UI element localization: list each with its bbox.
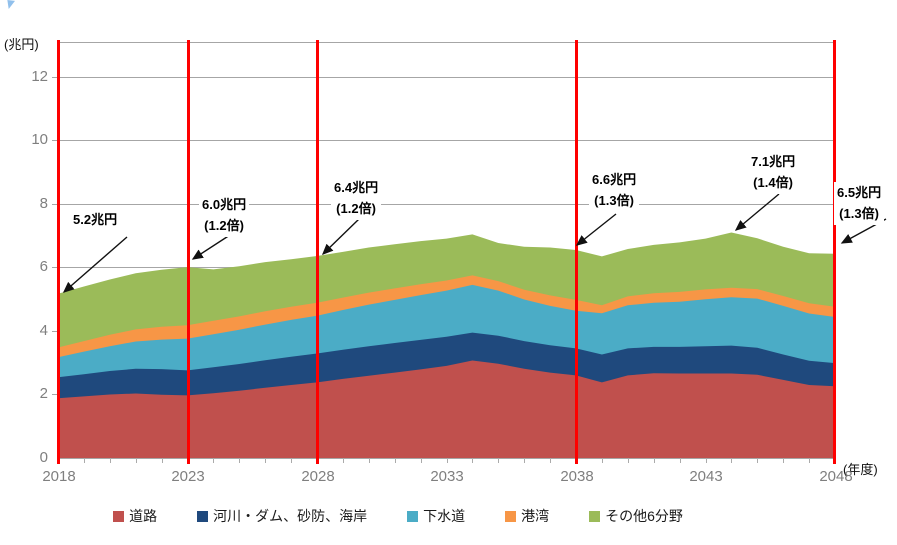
x-minor-tick xyxy=(213,458,215,463)
highlight-line-2023 xyxy=(187,40,190,464)
annotation-2018: 5.2兆円 xyxy=(70,209,121,231)
annotation-2048: 6.5兆円 (1.3倍) xyxy=(834,182,885,225)
annotation-2044: 7.1兆円 (1.4倍) xyxy=(748,151,799,194)
legend-swatch-rivers-dams xyxy=(197,510,209,522)
highlight-line-2038 xyxy=(575,40,578,464)
y-tick-label: 8 xyxy=(39,195,48,212)
annotation-2028: 6.4兆円 (1.2倍) xyxy=(331,177,382,220)
legend-swatch-roads xyxy=(113,510,125,522)
y-tick xyxy=(52,394,58,395)
legend-label: その他6分野 xyxy=(605,508,683,524)
annotation-value: 6.6兆円 xyxy=(592,172,637,187)
plot-area xyxy=(58,232,835,458)
x-minor-tick xyxy=(601,458,603,463)
annotation-multiplier: (1.4倍) xyxy=(753,175,793,191)
legend-label: 道路 xyxy=(129,508,158,524)
y-tick-label: 12 xyxy=(31,68,48,85)
y-tick xyxy=(52,140,58,141)
x-minor-tick xyxy=(446,458,448,463)
x-minor-tick xyxy=(109,458,111,463)
y-tick xyxy=(52,267,58,268)
x-minor-tick xyxy=(731,458,733,463)
x-tick-label: 2038 xyxy=(560,468,594,485)
legend-label: 河川・ダム、砂防、海岸 xyxy=(213,508,368,524)
x-minor-tick xyxy=(809,458,811,463)
x-minor-tick xyxy=(83,458,85,463)
legend-item-roads: 道路 xyxy=(113,506,157,526)
x-minor-tick xyxy=(368,458,370,463)
annotation-2023: 6.0兆円 (1.2倍) xyxy=(199,194,250,237)
x-minor-tick xyxy=(498,458,500,463)
x-minor-tick xyxy=(472,458,474,463)
annotation-value: 6.5兆円 xyxy=(837,185,882,200)
legend-swatch-ports xyxy=(505,510,517,522)
x-minor-tick xyxy=(757,458,759,463)
x-tick-label: 2048 xyxy=(819,468,853,485)
x-tick-label: 2033 xyxy=(430,468,464,485)
legend-label: 港湾 xyxy=(521,508,550,524)
x-tick-label: 2023 xyxy=(171,468,205,485)
annotation-multiplier: (1.3倍) xyxy=(839,206,879,222)
highlight-line-2048 xyxy=(833,40,836,464)
legend-item-sewerage: 下水道 xyxy=(407,506,465,526)
x-minor-tick xyxy=(420,458,422,463)
x-minor-tick xyxy=(239,458,241,463)
highlight-line-2018 xyxy=(57,40,60,464)
x-minor-tick xyxy=(679,458,681,463)
y-tick xyxy=(52,331,58,332)
annotation-multiplier: (1.2倍) xyxy=(204,218,244,234)
legend-item-rivers-dams: 河川・ダム、砂防、海岸 xyxy=(197,506,367,526)
x-minor-tick xyxy=(653,458,655,463)
y-tick-label: 10 xyxy=(31,131,48,148)
y-tick xyxy=(52,77,58,78)
x-minor-tick xyxy=(627,458,629,463)
annotation-value: 5.2兆円 xyxy=(73,212,118,227)
cursor-artifact xyxy=(7,0,15,9)
legend-swatch-sewerage xyxy=(407,510,419,522)
annotation-multiplier: (1.3倍) xyxy=(594,193,634,209)
x-tick-label: 2028 xyxy=(301,468,335,485)
x-minor-tick xyxy=(342,458,344,463)
legend-item-ports: 港湾 xyxy=(505,506,549,526)
legend-swatch-other6 xyxy=(589,510,601,522)
x-tick-label: 2018 xyxy=(42,468,76,485)
x-minor-tick xyxy=(135,458,137,463)
gridline-8 xyxy=(58,204,835,205)
x-minor-tick xyxy=(394,458,396,463)
x-tick-label: 2043 xyxy=(689,468,723,485)
area-series-0 xyxy=(58,360,835,458)
y-axis-unit-label: (兆円) xyxy=(4,37,39,52)
x-minor-tick xyxy=(265,458,267,463)
gridline-12 xyxy=(58,77,835,78)
y-tick-label: 2 xyxy=(39,385,48,402)
x-minor-tick xyxy=(524,458,526,463)
annotation-multiplier: (1.2倍) xyxy=(336,201,376,217)
highlight-line-2028 xyxy=(316,40,319,464)
y-tick xyxy=(52,204,58,205)
x-minor-tick xyxy=(291,458,293,463)
x-minor-tick xyxy=(161,458,163,463)
annotation-value: 6.0兆円 xyxy=(202,197,247,212)
x-axis-unit-label: (年度) xyxy=(843,462,878,477)
annotation-value: 6.4兆円 xyxy=(334,180,379,195)
x-minor-tick xyxy=(783,458,785,463)
x-minor-tick xyxy=(705,458,707,463)
y-tick-label: 0 xyxy=(39,449,48,466)
annotation-value: 7.1兆円 xyxy=(751,154,796,169)
y-tick-label: 4 xyxy=(39,322,48,339)
legend-label: 下水道 xyxy=(423,508,466,524)
y-tick-label: 6 xyxy=(39,258,48,275)
x-minor-tick xyxy=(550,458,552,463)
legend-item-other6: その他6分野 xyxy=(589,506,683,526)
gridline-10 xyxy=(58,140,835,141)
legend: 道路 河川・ダム、砂防、海岸 下水道 港湾 その他6分野 xyxy=(58,506,738,526)
plot-top-border xyxy=(58,42,835,43)
annotation-2038: 6.6兆円 (1.3倍) xyxy=(589,169,640,212)
